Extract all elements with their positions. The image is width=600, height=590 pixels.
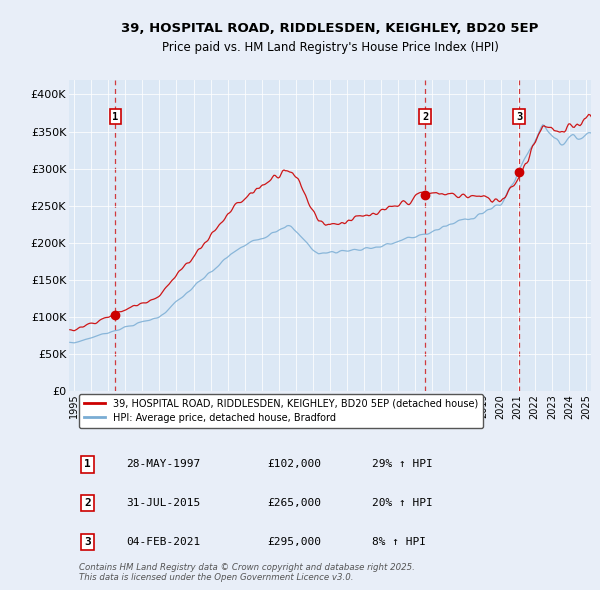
- Text: 31-JUL-2015: 31-JUL-2015: [127, 498, 200, 508]
- Text: 39, HOSPITAL ROAD, RIDDLESDEN, KEIGHLEY, BD20 5EP: 39, HOSPITAL ROAD, RIDDLESDEN, KEIGHLEY,…: [121, 22, 539, 35]
- Text: £265,000: £265,000: [268, 498, 322, 508]
- Text: 20% ↑ HPI: 20% ↑ HPI: [372, 498, 433, 508]
- Text: 29% ↑ HPI: 29% ↑ HPI: [372, 460, 433, 470]
- Text: Price paid vs. HM Land Registry's House Price Index (HPI): Price paid vs. HM Land Registry's House …: [161, 41, 499, 54]
- Text: 3: 3: [516, 112, 523, 122]
- Text: Contains HM Land Registry data © Crown copyright and database right 2025.
This d: Contains HM Land Registry data © Crown c…: [79, 563, 415, 582]
- Text: 1: 1: [84, 460, 91, 470]
- Text: 1: 1: [112, 112, 118, 122]
- Text: 04-FEB-2021: 04-FEB-2021: [127, 537, 200, 546]
- Text: 3: 3: [84, 537, 91, 546]
- Legend: 39, HOSPITAL ROAD, RIDDLESDEN, KEIGHLEY, BD20 5EP (detached house), HPI: Average: 39, HOSPITAL ROAD, RIDDLESDEN, KEIGHLEY,…: [79, 394, 483, 428]
- Text: £102,000: £102,000: [268, 460, 322, 470]
- Text: 2: 2: [422, 112, 428, 122]
- Text: 28-MAY-1997: 28-MAY-1997: [127, 460, 200, 470]
- Text: £295,000: £295,000: [268, 537, 322, 546]
- Text: 8% ↑ HPI: 8% ↑ HPI: [372, 537, 426, 546]
- Text: 2: 2: [84, 498, 91, 508]
